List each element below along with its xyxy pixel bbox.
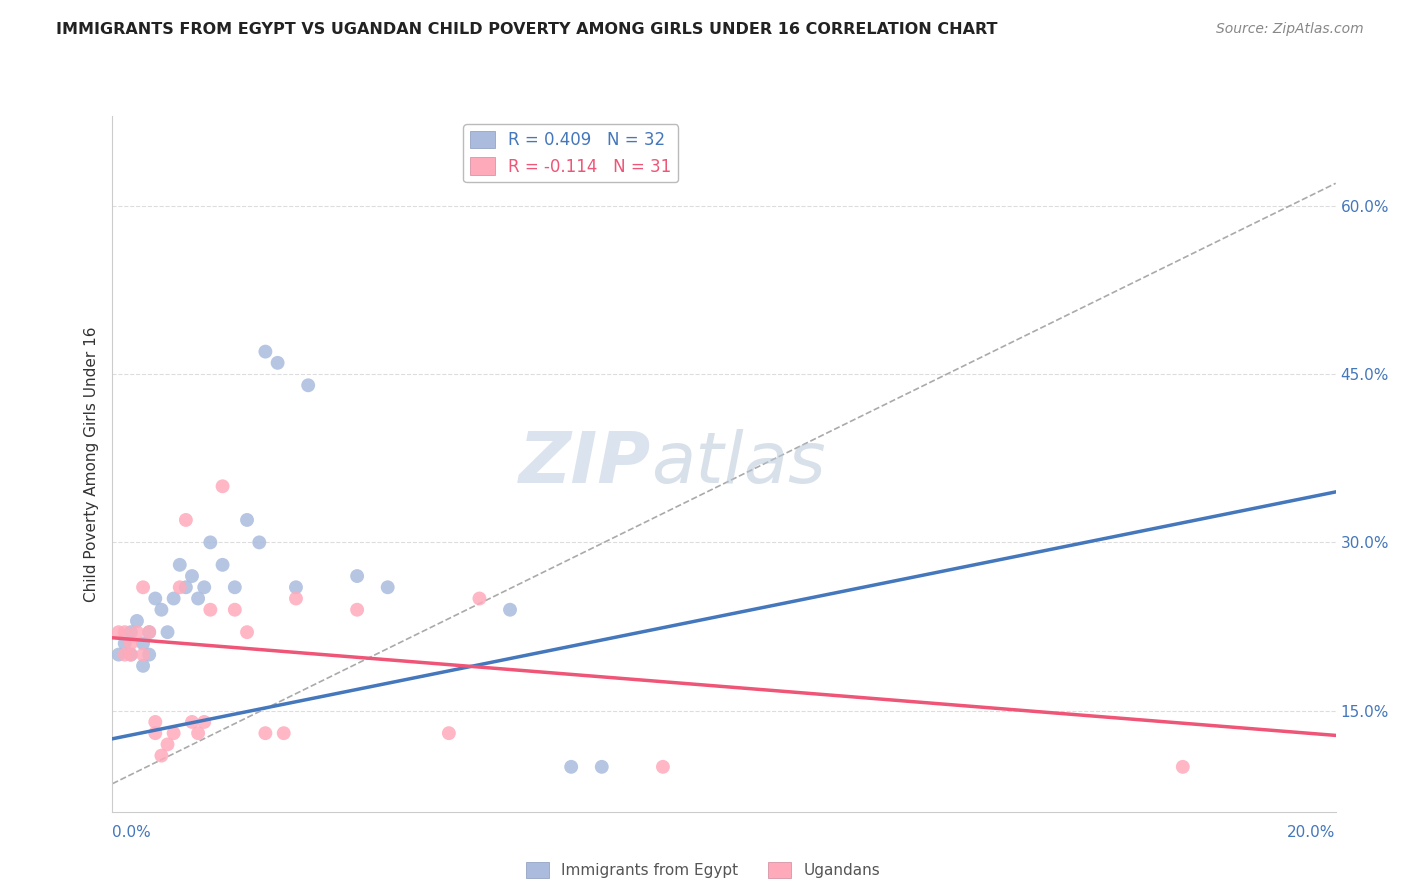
Point xyxy=(114,648,136,662)
Point xyxy=(211,558,233,572)
Point xyxy=(125,625,148,640)
Point xyxy=(181,569,204,583)
Point xyxy=(163,591,186,606)
Point xyxy=(193,580,215,594)
Point xyxy=(377,580,399,594)
Point xyxy=(224,603,246,617)
Point xyxy=(174,513,197,527)
Point xyxy=(499,603,522,617)
Point xyxy=(132,648,155,662)
Point xyxy=(200,603,222,617)
Point xyxy=(211,479,233,493)
Point xyxy=(254,726,277,740)
Point xyxy=(284,591,308,606)
Point xyxy=(236,513,259,527)
Point xyxy=(181,714,204,729)
Point xyxy=(120,648,142,662)
Point xyxy=(224,580,246,594)
Point xyxy=(468,591,491,606)
Point xyxy=(346,603,368,617)
Point xyxy=(169,558,191,572)
Point xyxy=(150,748,173,763)
Point xyxy=(125,614,148,628)
Point xyxy=(297,378,319,392)
Point xyxy=(120,625,142,640)
Point xyxy=(193,714,215,729)
Text: atlas: atlas xyxy=(651,429,825,499)
Point xyxy=(114,625,136,640)
Point xyxy=(437,726,460,740)
Point xyxy=(169,580,191,594)
Point xyxy=(120,636,142,650)
Point xyxy=(156,738,179,752)
Point xyxy=(187,726,209,740)
Point xyxy=(591,760,613,774)
Point xyxy=(132,636,155,650)
Point xyxy=(163,726,186,740)
Point xyxy=(107,625,129,640)
Point xyxy=(273,726,295,740)
Point xyxy=(187,591,209,606)
Point xyxy=(236,625,259,640)
Point xyxy=(346,569,368,583)
Point xyxy=(266,356,288,370)
Point xyxy=(143,714,166,729)
Point xyxy=(150,603,173,617)
Point xyxy=(132,580,155,594)
Point xyxy=(143,726,166,740)
Point xyxy=(652,760,675,774)
Text: IMMIGRANTS FROM EGYPT VS UGANDAN CHILD POVERTY AMONG GIRLS UNDER 16 CORRELATION : IMMIGRANTS FROM EGYPT VS UGANDAN CHILD P… xyxy=(56,22,998,37)
Point xyxy=(560,760,582,774)
Y-axis label: Child Poverty Among Girls Under 16: Child Poverty Among Girls Under 16 xyxy=(83,326,98,601)
Text: 20.0%: 20.0% xyxy=(1288,825,1336,840)
Point xyxy=(174,580,197,594)
Point xyxy=(138,625,160,640)
Point xyxy=(200,535,222,549)
Point xyxy=(143,591,166,606)
Point xyxy=(107,648,129,662)
Point xyxy=(247,535,270,549)
Text: 0.0%: 0.0% xyxy=(112,825,152,840)
Point xyxy=(254,344,277,359)
Point xyxy=(138,648,160,662)
Point xyxy=(114,636,136,650)
Text: Source: ZipAtlas.com: Source: ZipAtlas.com xyxy=(1216,22,1364,37)
Legend: R = 0.409   N = 32, R = -0.114   N = 31: R = 0.409 N = 32, R = -0.114 N = 31 xyxy=(464,124,678,182)
Point xyxy=(138,625,160,640)
Text: ZIP: ZIP xyxy=(519,429,651,499)
Point xyxy=(1171,760,1194,774)
Point xyxy=(132,658,155,673)
Point xyxy=(284,580,308,594)
Point xyxy=(120,648,142,662)
Point xyxy=(156,625,179,640)
Legend: Immigrants from Egypt, Ugandans: Immigrants from Egypt, Ugandans xyxy=(520,856,886,884)
